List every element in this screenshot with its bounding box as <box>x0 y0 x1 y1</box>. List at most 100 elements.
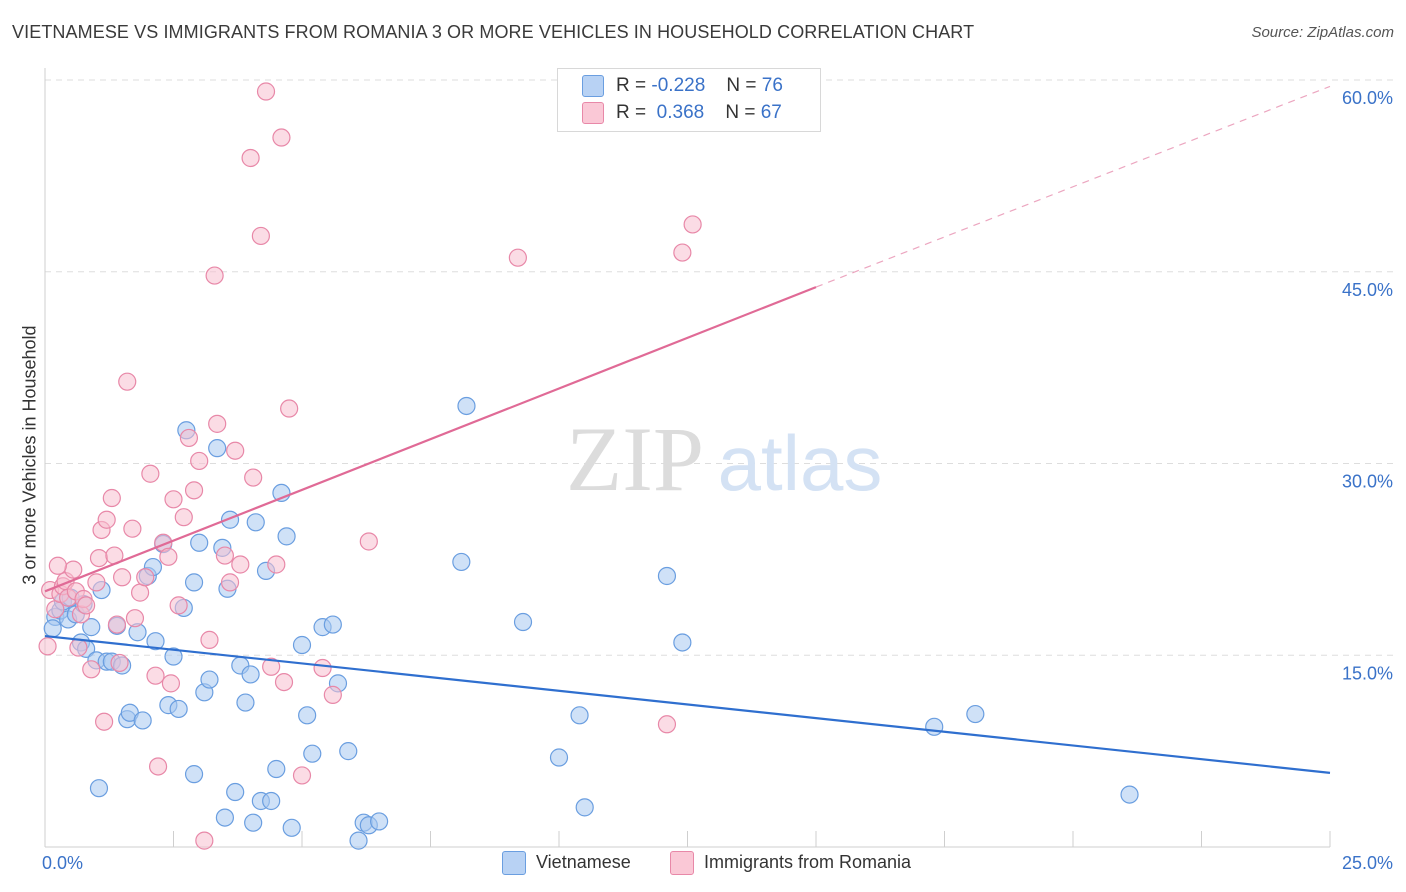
data-point <box>95 712 114 731</box>
data-point <box>251 226 270 246</box>
data-point <box>190 451 209 471</box>
data-point <box>200 630 219 650</box>
data-point <box>174 508 193 527</box>
data-point <box>112 568 132 587</box>
data-point <box>82 618 101 637</box>
watermark-zip: ZIP <box>566 408 704 510</box>
data-point <box>77 596 96 615</box>
n-value: 76 <box>761 75 783 97</box>
data-point <box>164 647 183 666</box>
data-point <box>452 552 471 572</box>
n-label: N = <box>725 102 756 124</box>
data-point <box>133 711 152 730</box>
legend-label-vietnamese: Vietnamese <box>536 851 631 872</box>
data-point <box>195 831 214 850</box>
data-point <box>110 653 129 673</box>
stats-row-vietnamese: R = -0.228 N = 76 <box>582 75 783 99</box>
y-tick-label: 15.0% <box>1342 663 1393 683</box>
data-point <box>179 428 199 448</box>
data-point <box>657 566 677 586</box>
r-value: -0.228 <box>651 75 706 97</box>
data-point <box>657 715 677 734</box>
data-point <box>575 798 594 817</box>
series-romania-points <box>38 82 702 850</box>
data-point <box>549 748 569 767</box>
data-point <box>226 441 245 460</box>
data-point <box>277 527 296 546</box>
data-point <box>136 568 155 587</box>
r-value: 0.368 <box>656 102 705 124</box>
data-point <box>87 573 106 592</box>
series-vietnamese-points <box>43 396 1139 850</box>
gridlines <box>45 79 1395 656</box>
trend-lines <box>44 85 1331 774</box>
n-value: 67 <box>760 102 782 124</box>
data-point <box>159 547 178 566</box>
trend-line-extension <box>815 85 1331 288</box>
data-point <box>359 532 378 551</box>
r-label: R = <box>616 102 647 124</box>
data-point <box>267 759 286 779</box>
data-point <box>683 215 702 234</box>
legend-swatch-vietnamese <box>582 75 604 97</box>
data-point <box>339 742 358 761</box>
data-point <box>43 619 62 638</box>
data-point <box>370 812 389 831</box>
data-point <box>236 693 255 712</box>
data-point <box>457 396 476 416</box>
chart-title: VIETNAMESE VS IMMIGRANTS FROM ROMANIA 3 … <box>12 22 975 42</box>
data-point <box>107 615 127 634</box>
stats-legend: R = -0.228 N = 76 R = 0.368 N = 67 <box>557 68 821 132</box>
data-point <box>241 148 260 168</box>
data-point <box>200 670 219 689</box>
y-tick-label: 45.0% <box>1342 280 1393 300</box>
data-point <box>323 685 342 704</box>
data-point <box>215 808 234 827</box>
data-point <box>148 757 168 776</box>
data-point <box>164 490 183 509</box>
stats-row-romania: R = 0.368 N = 67 <box>582 102 782 126</box>
data-point <box>570 706 589 725</box>
data-point <box>244 813 263 832</box>
legend-label-romania: Immigrants from Romania <box>704 851 912 872</box>
y-axis-label: 3 or more Vehicles in Household <box>19 325 40 585</box>
watermark-atlas: atlas <box>718 419 883 507</box>
y-tick-label: 30.0% <box>1342 472 1393 492</box>
legend-item-romania: Immigrants from Romania <box>670 851 911 875</box>
data-point <box>64 560 83 579</box>
data-point <box>272 128 291 147</box>
data-point <box>215 546 234 565</box>
data-point <box>123 519 142 538</box>
y-tick-label: 60.0% <box>1342 88 1393 108</box>
axes <box>44 68 1331 848</box>
legend-item-vietnamese: Vietnamese <box>502 851 631 875</box>
legend-swatch-romania <box>670 851 694 875</box>
data-point <box>208 414 227 433</box>
data-point <box>226 782 245 802</box>
n-label: N = <box>726 75 757 97</box>
data-point <box>280 399 299 418</box>
data-point <box>82 660 101 679</box>
data-point <box>146 632 165 651</box>
data-point <box>205 266 224 285</box>
data-point <box>69 638 88 657</box>
r-label: R = <box>616 75 647 97</box>
data-point <box>313 658 332 678</box>
data-point <box>184 765 204 784</box>
data-point <box>256 82 276 101</box>
data-point <box>274 672 294 692</box>
data-point <box>262 791 281 811</box>
data-point <box>303 744 322 763</box>
data-point <box>966 704 985 724</box>
data-point <box>231 555 250 574</box>
data-point <box>169 699 188 719</box>
x-tick-label: 0.0% <box>42 853 83 873</box>
data-point <box>184 573 204 592</box>
trend-line <box>44 634 1331 774</box>
data-point <box>246 513 265 532</box>
data-point <box>102 488 121 508</box>
legend-swatch-romania <box>582 102 604 124</box>
data-point <box>48 556 67 575</box>
data-point <box>130 583 150 602</box>
